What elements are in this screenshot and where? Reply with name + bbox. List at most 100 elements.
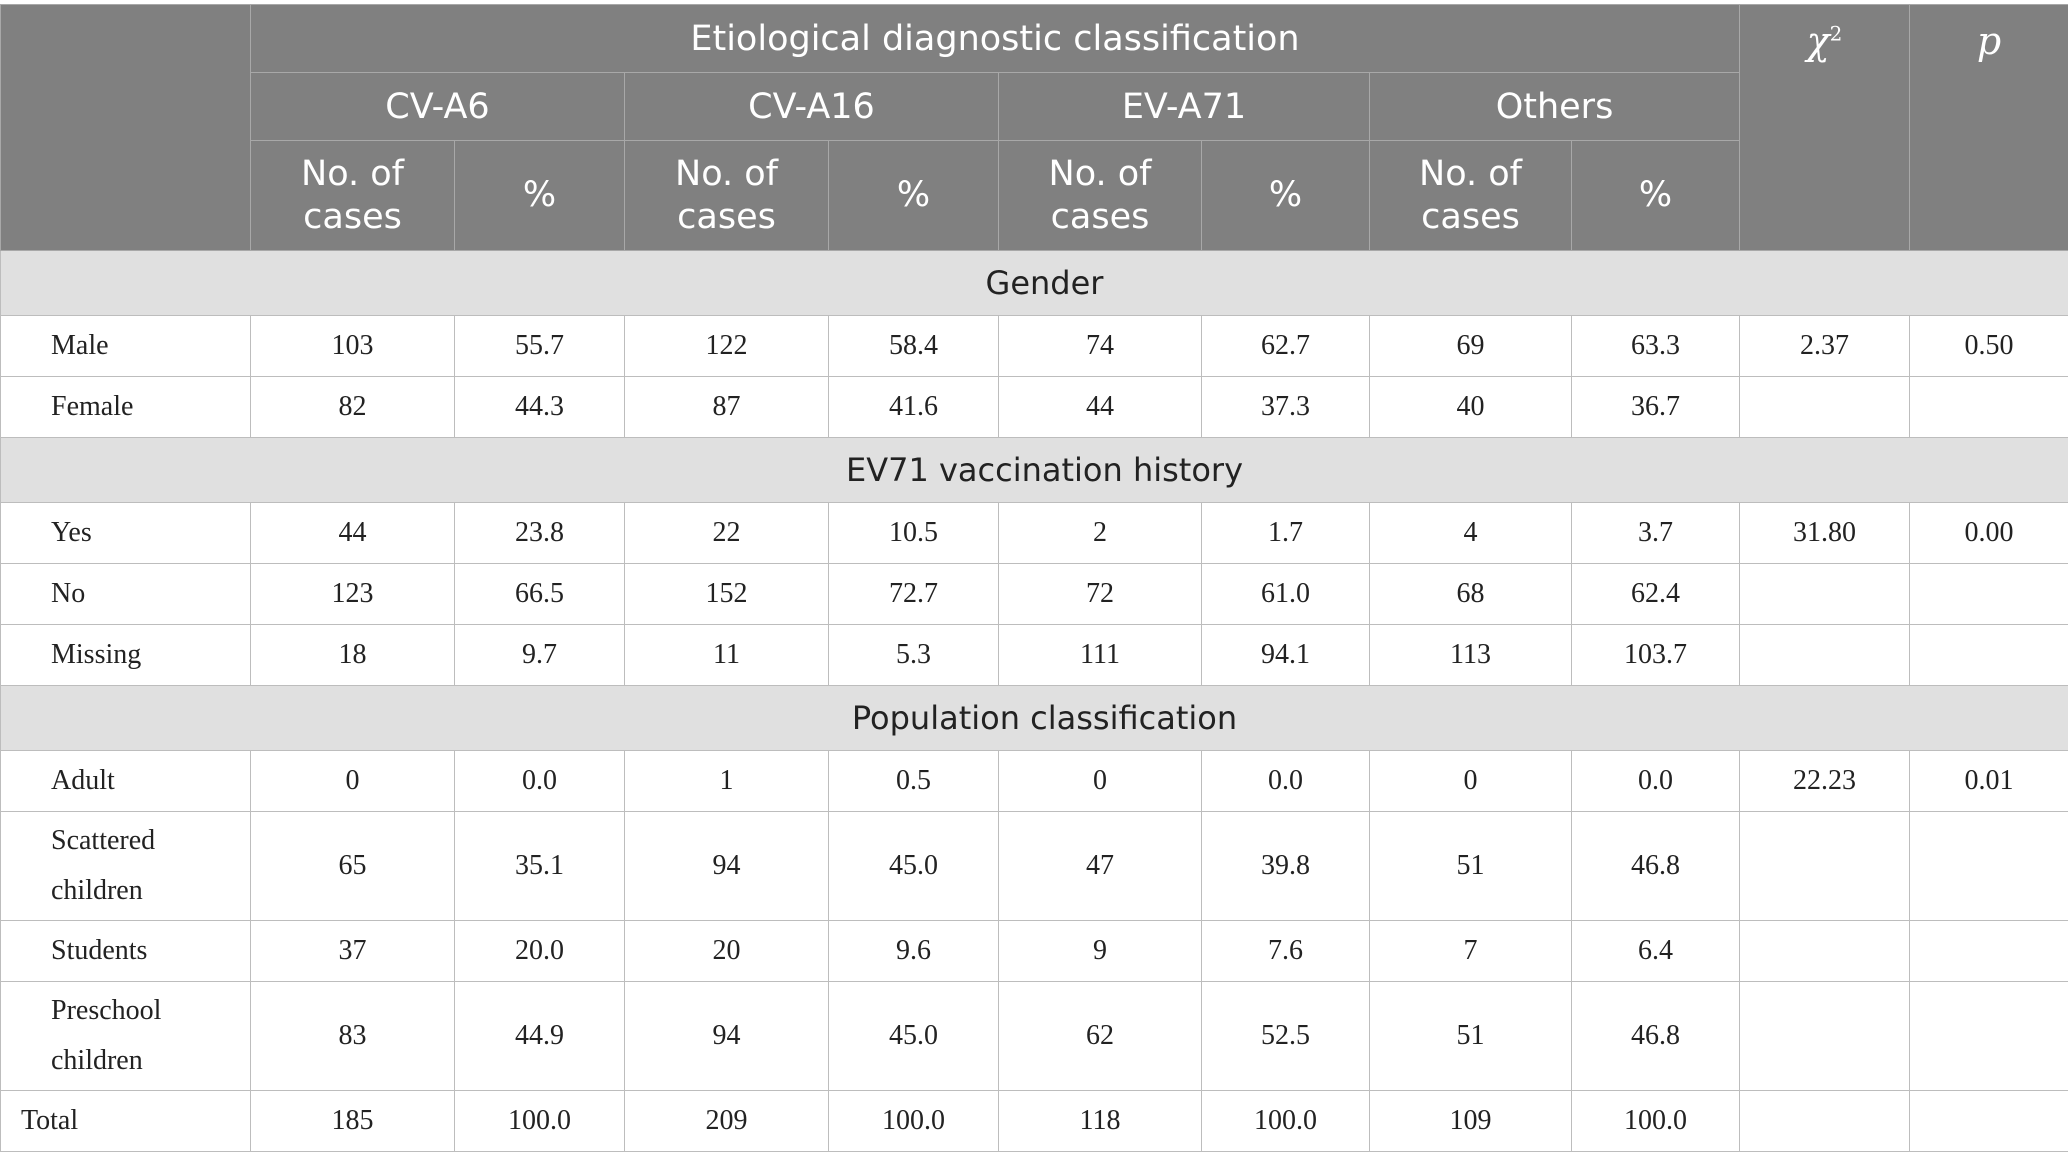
table-row: Adult 0 0.0 1 0.5 0 0.0 0 0.0 22.23 0.01 bbox=[0, 750, 2068, 812]
table-header: Etiological diagnostic classification χ2… bbox=[0, 4, 2068, 251]
percent-cell: 39.8 bbox=[1201, 811, 1370, 921]
group-label: CV-A16 bbox=[624, 72, 999, 141]
percent-cell: 9.6 bbox=[828, 920, 999, 982]
table-row: Students 37 20.0 20 9.6 9 7.6 7 6.4 bbox=[0, 920, 2068, 982]
group-header: Etiological diagnostic classification bbox=[250, 4, 1740, 73]
table-row: No 123 66.5 152 72.7 72 61.0 68 62.4 bbox=[0, 563, 2068, 625]
percent-subheader: % bbox=[454, 140, 625, 251]
percent-subheader: % bbox=[1571, 140, 1740, 251]
row-label: Missing bbox=[0, 624, 251, 686]
cases-cell: 94 bbox=[624, 981, 829, 1091]
section-title: Gender bbox=[0, 250, 2068, 316]
row-label: Yes bbox=[0, 502, 251, 564]
cases-cell: 62 bbox=[998, 981, 1202, 1091]
cases-cell: 7 bbox=[1369, 920, 1572, 982]
percent-cell: 66.5 bbox=[454, 563, 625, 625]
cases-cell: 185 bbox=[250, 1090, 455, 1152]
data-table: Etiological diagnostic classification χ2… bbox=[0, 4, 2068, 1152]
percent-cell: 3.7 bbox=[1571, 502, 1740, 564]
percent-cell: 23.8 bbox=[454, 502, 625, 564]
row-label: Scattered children bbox=[0, 811, 251, 921]
percent-cell: 0.0 bbox=[1201, 750, 1370, 812]
cases-cell: 74 bbox=[998, 315, 1202, 377]
cases-cell: 51 bbox=[1369, 811, 1572, 921]
cases-cell: 0 bbox=[998, 750, 1202, 812]
percent-cell: 100.0 bbox=[454, 1090, 625, 1152]
percent-cell: 100.0 bbox=[828, 1090, 999, 1152]
cases-cell: 65 bbox=[250, 811, 455, 921]
percent-cell: 100.0 bbox=[1201, 1090, 1370, 1152]
percent-cell: 20.0 bbox=[454, 920, 625, 982]
percent-cell: 5.3 bbox=[828, 624, 999, 686]
cases-cell: 82 bbox=[250, 376, 455, 438]
total-row: Total 185 100.0 209 100.0 118 100.0 109 100.0 bbox=[0, 1090, 2068, 1152]
group-label: CV-A6 bbox=[250, 72, 625, 141]
percent-cell: 46.8 bbox=[1571, 811, 1740, 921]
percent-cell: 41.6 bbox=[828, 376, 999, 438]
cases-cell: 83 bbox=[250, 981, 455, 1091]
cases-cell: 0 bbox=[250, 750, 455, 812]
chi-square-cell: 2.37 bbox=[1739, 315, 1910, 377]
table-row: Male 103 55.7 122 58.4 74 62.7 69 63.3 2.37 0.50 bbox=[0, 315, 2068, 377]
cases-subheader: No. of cases bbox=[624, 140, 829, 251]
row-label: No bbox=[0, 563, 251, 625]
cases-cell: 113 bbox=[1369, 624, 1572, 686]
p-value-cell bbox=[1909, 563, 2068, 625]
percent-cell: 37.3 bbox=[1201, 376, 1370, 438]
cases-cell: 68 bbox=[1369, 563, 1572, 625]
cases-cell: 44 bbox=[250, 502, 455, 564]
percent-cell: 103.7 bbox=[1571, 624, 1740, 686]
cases-subheader: No. of cases bbox=[998, 140, 1202, 251]
percent-cell: 45.0 bbox=[828, 981, 999, 1091]
cases-cell: 72 bbox=[998, 563, 1202, 625]
percent-cell: 94.1 bbox=[1201, 624, 1370, 686]
cases-cell: 118 bbox=[998, 1090, 1202, 1152]
cases-subheader: No. of cases bbox=[250, 140, 455, 251]
percent-subheader: % bbox=[828, 140, 999, 251]
corner-cell bbox=[0, 4, 251, 251]
p-value-cell bbox=[1909, 920, 2068, 982]
percent-cell: 63.3 bbox=[1571, 315, 1740, 377]
cases-cell: 20 bbox=[624, 920, 829, 982]
percent-cell: 9.7 bbox=[454, 624, 625, 686]
cases-cell: 37 bbox=[250, 920, 455, 982]
percent-cell: 36.7 bbox=[1571, 376, 1740, 438]
percent-cell: 6.4 bbox=[1571, 920, 1740, 982]
chi-square-cell bbox=[1739, 1090, 1910, 1152]
cases-cell: 87 bbox=[624, 376, 829, 438]
percent-cell: 62.7 bbox=[1201, 315, 1370, 377]
chi-square-cell bbox=[1739, 981, 1910, 1091]
row-label: Preschool children bbox=[0, 981, 251, 1091]
percent-cell: 61.0 bbox=[1201, 563, 1370, 625]
cases-subheader: No. of cases bbox=[1369, 140, 1572, 251]
p-value-cell: 0.50 bbox=[1909, 315, 2068, 377]
cases-cell: 111 bbox=[998, 624, 1202, 686]
section-row: Gender bbox=[0, 250, 2068, 316]
cases-cell: 11 bbox=[624, 624, 829, 686]
section-row: Population classification bbox=[0, 685, 2068, 751]
cases-cell: 0 bbox=[1369, 750, 1572, 812]
p-value-cell bbox=[1909, 981, 2068, 1091]
cases-cell: 209 bbox=[624, 1090, 829, 1152]
p-value-cell bbox=[1909, 811, 2068, 921]
cases-cell: 94 bbox=[624, 811, 829, 921]
cases-cell: 2 bbox=[998, 502, 1202, 564]
cases-cell: 122 bbox=[624, 315, 829, 377]
section-row: EV71 vaccination history bbox=[0, 437, 2068, 503]
cases-cell: 69 bbox=[1369, 315, 1572, 377]
table-row: Yes 44 23.8 22 10.5 2 1.7 4 3.7 31.80 0.00 bbox=[0, 502, 2068, 564]
cases-cell: 18 bbox=[250, 624, 455, 686]
chi-square-cell bbox=[1739, 563, 1910, 625]
percent-cell: 0.0 bbox=[454, 750, 625, 812]
percent-cell: 10.5 bbox=[828, 502, 999, 564]
cases-cell: 4 bbox=[1369, 502, 1572, 564]
chi-exponent: 2 bbox=[1829, 21, 1843, 46]
p-value-cell bbox=[1909, 1090, 2068, 1152]
section-title: EV71 vaccination history bbox=[0, 437, 2068, 503]
cases-cell: 9 bbox=[998, 920, 1202, 982]
row-label: Female bbox=[0, 376, 251, 438]
percent-cell: 62.4 bbox=[1571, 563, 1740, 625]
chi-square-cell bbox=[1739, 376, 1910, 438]
row-label: Total bbox=[0, 1090, 251, 1152]
percent-cell: 58.4 bbox=[828, 315, 999, 377]
